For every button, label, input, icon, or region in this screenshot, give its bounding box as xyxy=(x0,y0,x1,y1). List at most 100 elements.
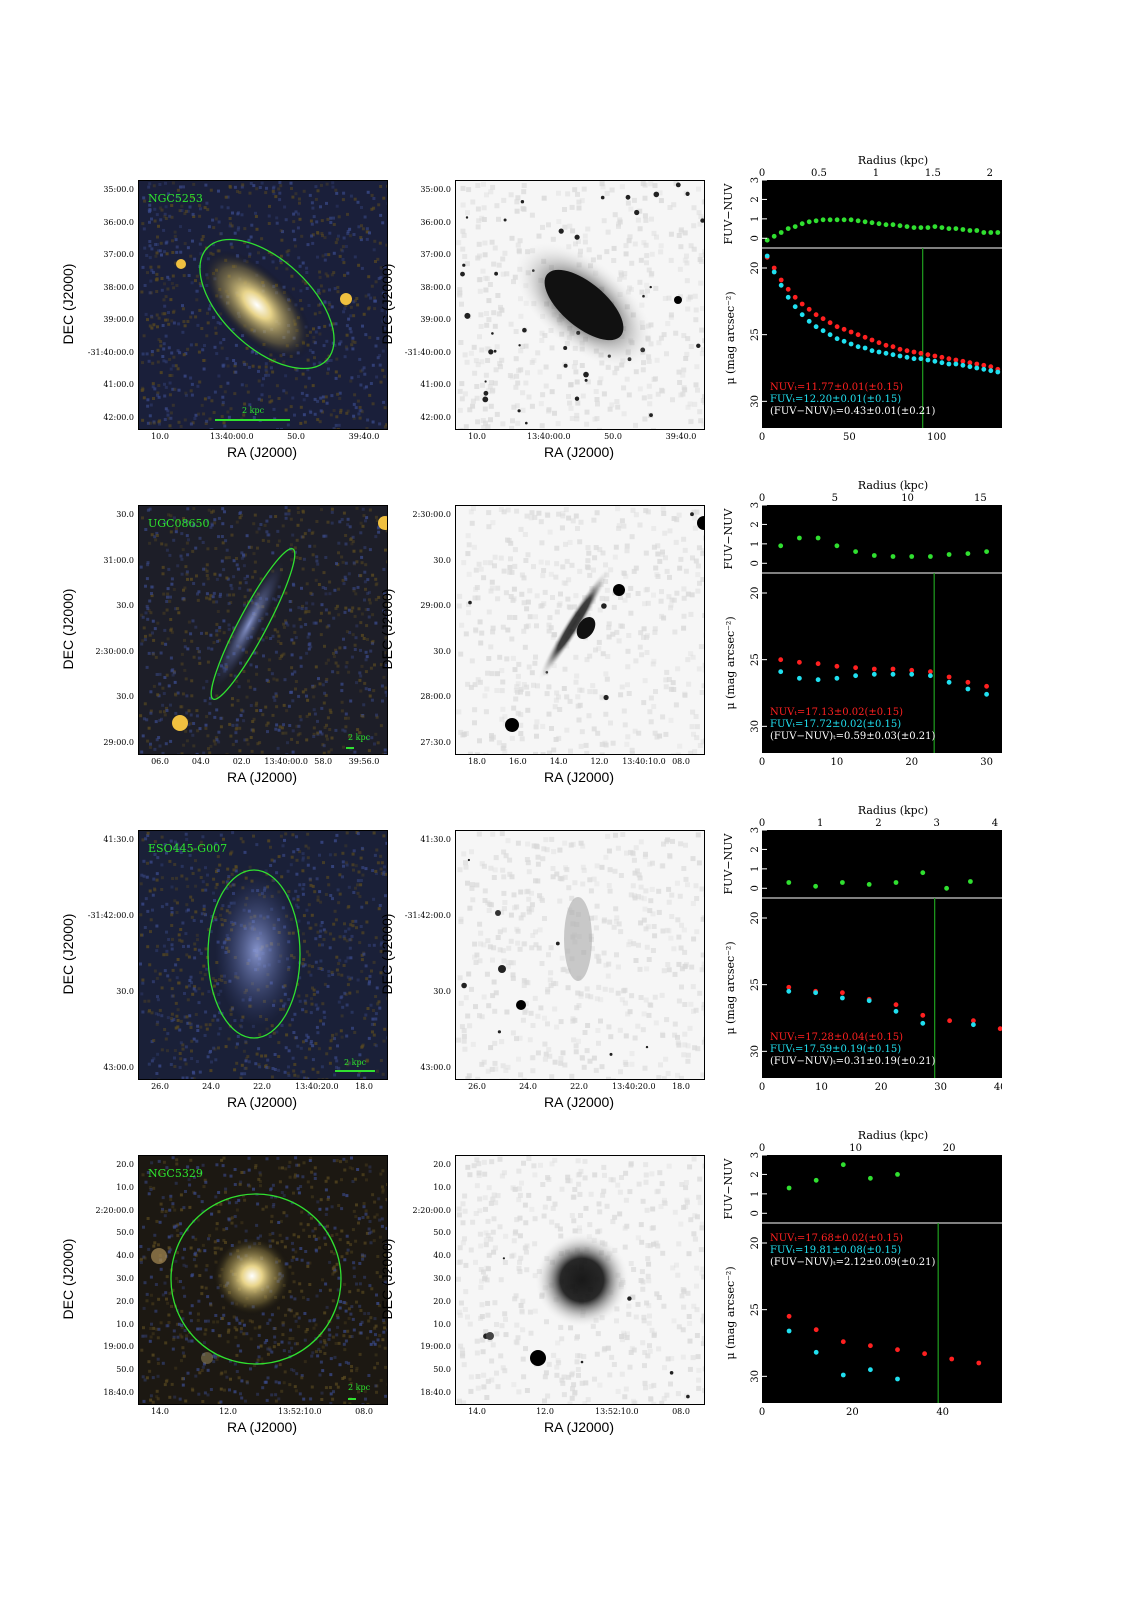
dec-tick-label: 19:00.0 xyxy=(420,1342,451,1352)
color-point xyxy=(862,219,868,225)
grayscale-image xyxy=(455,830,705,1080)
nuv-point xyxy=(981,362,987,368)
kpc-tick-label: 0 xyxy=(759,818,765,829)
nuv-point xyxy=(997,1026,1002,1032)
fuv-point xyxy=(946,679,952,685)
dec-tick-label: 35:00.0 xyxy=(103,185,134,194)
dec-tick-label: 40.0 xyxy=(116,1251,134,1261)
nuv-point xyxy=(806,306,812,312)
color-point xyxy=(764,237,770,243)
dec-axis-title: DEC (J2000) xyxy=(379,588,395,670)
ra-tick-label: 16.0 xyxy=(508,757,527,766)
noise-pixels xyxy=(456,1156,704,1404)
color-point xyxy=(771,233,777,239)
dec-tick-label: 50.0 xyxy=(116,1228,134,1238)
galaxy xyxy=(215,876,299,1026)
nuv-point xyxy=(853,665,858,671)
mu-tick-label: 20 xyxy=(750,1237,761,1250)
color-point xyxy=(895,1172,900,1177)
nuv-point xyxy=(869,337,875,343)
arcsec-tick-label: 0 xyxy=(759,1082,765,1092)
color-point xyxy=(853,549,858,554)
galaxy-name: UGC08650 xyxy=(148,517,210,530)
kpc-tick-label: 4 xyxy=(992,818,998,829)
galaxy-name: NGC5329 xyxy=(148,1167,203,1180)
fuv-total-label: FUVₜ=12.20±0.01(±0.15) xyxy=(770,394,901,405)
fuv-point xyxy=(868,1367,873,1373)
mu-tick-label: 20 xyxy=(750,262,761,275)
color-tick-label: 0 xyxy=(750,560,761,566)
nuv-total-label: NUVₜ=11.77±0.01(±0.15) xyxy=(770,382,903,393)
fuv-point xyxy=(871,671,877,677)
color-point xyxy=(965,551,971,556)
dec-tick-label: 10.0 xyxy=(116,1182,134,1192)
color-point xyxy=(797,535,802,541)
dec-tick-label: 10.0 xyxy=(433,1319,451,1329)
color-point xyxy=(890,222,896,228)
arcsec-tick-label: 20 xyxy=(846,1407,859,1417)
dec-tick-label: 29:00.0 xyxy=(103,738,134,747)
ra-tick-label: 12.0 xyxy=(219,1407,237,1416)
fuv-point xyxy=(827,332,833,338)
color-point xyxy=(890,554,896,559)
dec-tick-label: 30.0 xyxy=(433,555,451,565)
color-point xyxy=(813,883,818,889)
color-point xyxy=(909,554,915,559)
fuv-point xyxy=(786,988,792,994)
color-point xyxy=(871,553,877,558)
fuv-point xyxy=(883,350,889,356)
dec-tick-label: 43:00.0 xyxy=(103,1063,134,1072)
kpc-tick-label: 2 xyxy=(875,818,881,829)
color-tick-label: 2 xyxy=(750,521,761,527)
nuv-point xyxy=(786,984,792,990)
dec-tick-label: 30.0 xyxy=(116,510,134,519)
nuv-point xyxy=(840,1339,846,1345)
galaxy xyxy=(564,897,592,981)
fuv-point xyxy=(799,312,805,318)
mu-tick-label: 30 xyxy=(750,1045,761,1058)
dec-tick-label: 31:00.0 xyxy=(103,555,134,565)
ra-tick-label: 04.0 xyxy=(191,757,210,766)
grayscale-image xyxy=(455,505,705,755)
scale-bar-label: 2 kpc xyxy=(348,1383,371,1392)
ra-tick-label: 06.0 xyxy=(151,757,169,766)
ra-tick-label: 24.0 xyxy=(202,1082,220,1091)
kpc-tick-label: 10 xyxy=(849,1143,862,1154)
dec-tick-label: 10.0 xyxy=(433,1182,451,1192)
dec-tick-label: 43:00.0 xyxy=(420,1063,451,1072)
aperture-ellipse xyxy=(207,869,301,1039)
dec-tick-label: 20.0 xyxy=(433,1160,451,1169)
nuv-point xyxy=(868,1343,873,1349)
nuv-point xyxy=(771,265,777,271)
fuv-point xyxy=(771,269,777,275)
color-point xyxy=(876,221,882,227)
fuv-point xyxy=(862,345,868,351)
color-tick-label: 1 xyxy=(750,541,761,547)
galaxy-core xyxy=(576,616,596,640)
nuv-point xyxy=(928,669,933,675)
color-point xyxy=(953,226,959,231)
dec-tick-label: 30.0 xyxy=(116,601,134,611)
ra-tick-label: 10.0 xyxy=(151,432,169,441)
dec-axis-title: DEC (J2000) xyxy=(379,913,395,995)
dec-tick-label: 37:00.0 xyxy=(420,250,451,260)
mu-tick-label: 30 xyxy=(750,720,761,733)
fuv-point xyxy=(797,675,802,681)
noise-pixels xyxy=(456,506,704,754)
color-point xyxy=(920,870,926,876)
grayscale-image xyxy=(455,180,705,430)
dec-tick-label: 10.0 xyxy=(116,1319,134,1329)
dec-tick-label: -31:40:00.0 xyxy=(87,347,134,357)
color-point xyxy=(820,217,826,223)
ra-tick-label: 08.0 xyxy=(672,757,690,766)
color-total-label: (FUV−NUV)ₜ=0.43±0.01(±0.21) xyxy=(770,406,935,417)
ra-tick-label: 14.0 xyxy=(549,757,568,766)
nuv-point xyxy=(932,353,938,359)
color-point xyxy=(946,226,952,231)
mu-tick-label: 30 xyxy=(750,1370,761,1383)
dec-tick-label: 2:30:00.0 xyxy=(95,646,134,656)
nuv-point xyxy=(911,349,917,355)
